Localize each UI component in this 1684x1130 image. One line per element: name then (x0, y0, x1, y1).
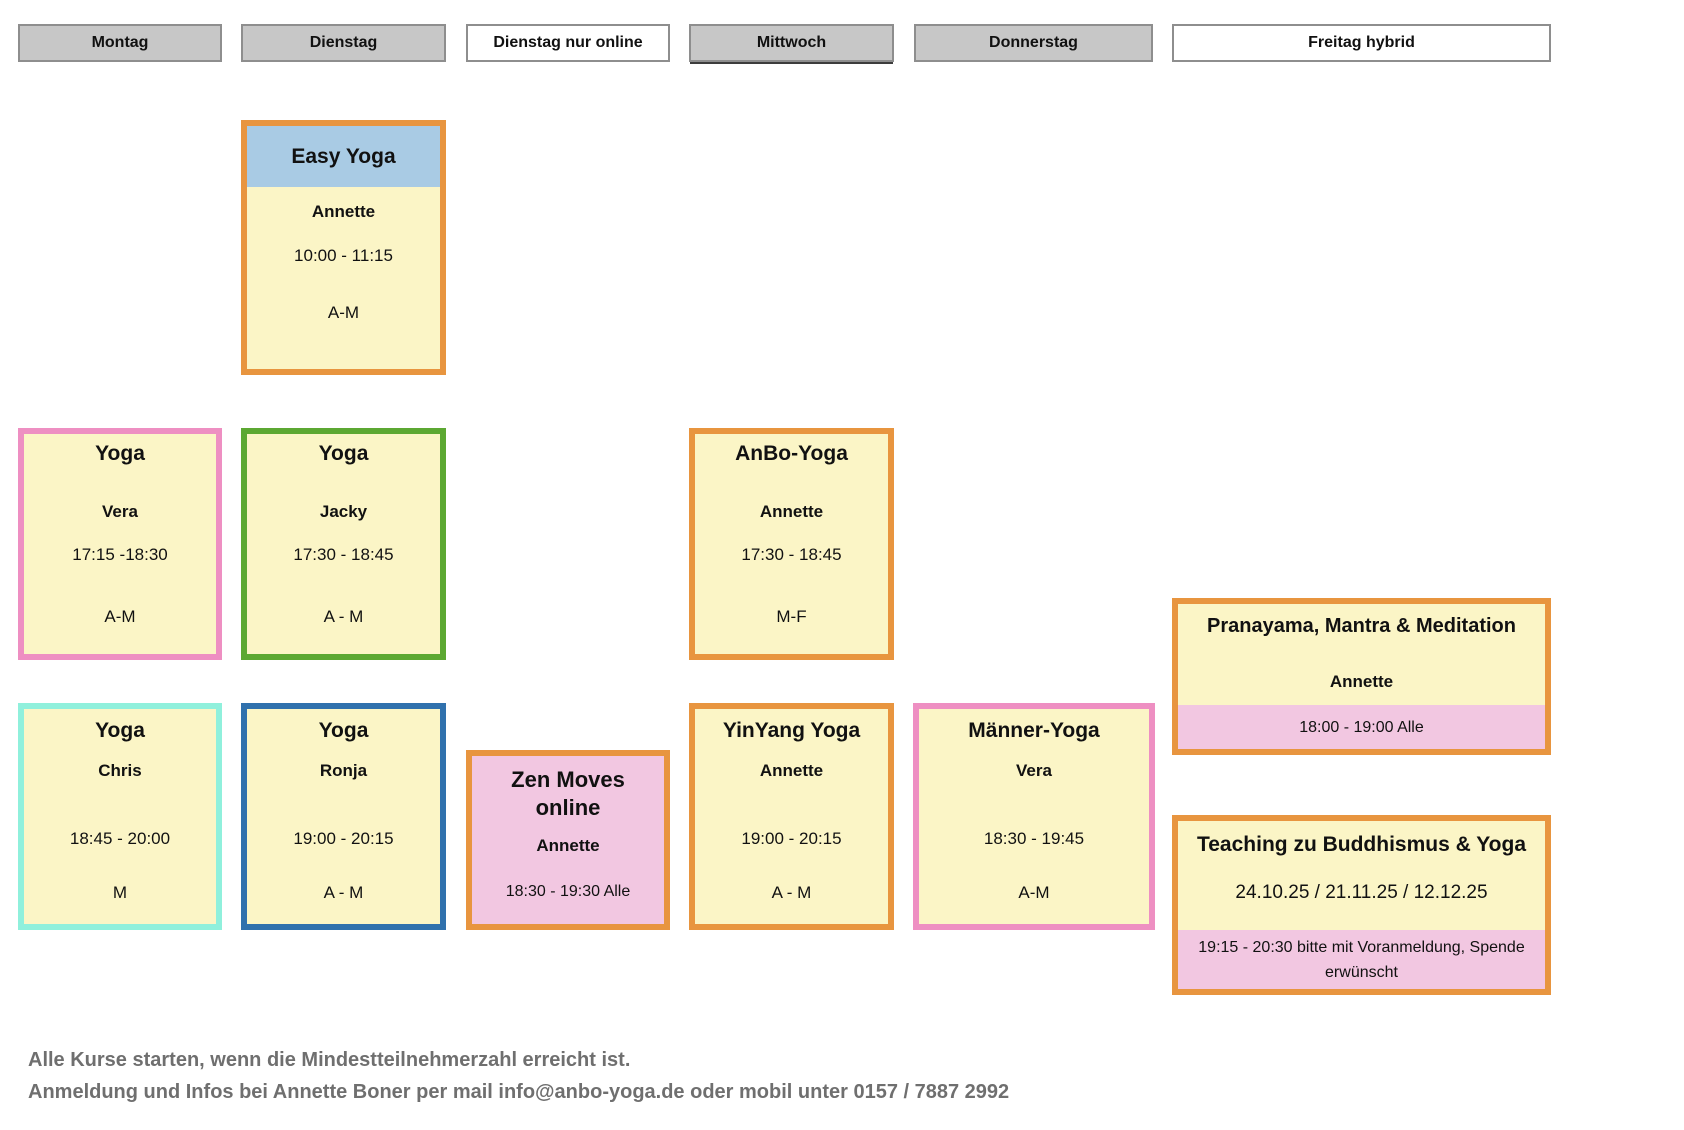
course-card-yoga-jacky: Yoga Jacky 17:30 - 18:45 A - M (241, 428, 446, 660)
course-title: Yoga (318, 719, 369, 742)
course-dates: 24.10.25 / 21.11.25 / 12.12.25 (1235, 882, 1488, 903)
footer-note-min-participants: Alle Kurse starten, wenn die Mindestteil… (28, 1049, 631, 1071)
course-title: Yoga (318, 442, 369, 465)
day-header-dienstag[interactable]: Dienstag (241, 24, 446, 62)
course-card-teaching: Teaching zu Buddhismus & Yoga 24.10.25 /… (1172, 815, 1551, 995)
course-teacher: Annette (759, 502, 824, 521)
course-time: 18:30 - 19:30 Alle (505, 883, 631, 900)
course-time: 19:00 - 20:15 (293, 829, 394, 848)
course-title: Easy Yoga (291, 144, 396, 168)
course-teacher: Ronja (319, 761, 368, 780)
course-group: A - M (323, 883, 364, 902)
course-teacher: Jacky (319, 502, 368, 521)
course-teacher: Annette (759, 761, 824, 780)
course-group: A - M (771, 883, 812, 902)
course-time-strip: 19:15 - 20:30 bitte mit Voranmeldung, Sp… (1178, 930, 1545, 989)
course-card-zen-moves: Zen Moves online Annette 18:30 - 19:30 A… (466, 750, 670, 930)
course-body: Pranayama, Mantra & Meditation Annette (1178, 604, 1545, 705)
course-title: AnBo-Yoga (735, 442, 848, 465)
course-time-strip: 18:00 - 19:00 Alle (1178, 705, 1545, 749)
course-card-easy-yoga: Easy Yoga Annette 10:00 - 11:15 A-M (241, 120, 446, 375)
course-time: 17:15 -18:30 (72, 545, 168, 564)
course-body: Teaching zu Buddhismus & Yoga 24.10.25 /… (1178, 821, 1545, 930)
course-group: A - M (323, 607, 364, 626)
course-title: Teaching zu Buddhismus & Yoga (1196, 833, 1527, 856)
course-title: Yoga (95, 719, 145, 742)
course-teacher: Vera (102, 502, 138, 521)
course-note: 19:15 - 20:30 bitte mit Voranmeldung, Sp… (1198, 938, 1525, 981)
course-group: A-M (104, 607, 136, 626)
course-time: 19:00 - 20:15 (741, 829, 842, 848)
course-title: YinYang Yoga (722, 719, 861, 742)
course-teacher: Chris (98, 761, 142, 780)
day-header-mittwoch[interactable]: Mittwoch (689, 24, 894, 62)
course-group: M (112, 883, 128, 902)
course-card-pranayama: Pranayama, Mantra & Meditation Annette 1… (1172, 598, 1551, 755)
course-time: 18:00 - 19:00 Alle (1299, 718, 1424, 736)
course-card-yoga-ronja: Yoga Ronja 19:00 - 20:15 A - M (241, 703, 446, 930)
day-header-freitag-hybrid[interactable]: Freitag hybrid (1172, 24, 1551, 62)
day-header-montag[interactable]: Montag (18, 24, 222, 62)
course-time: 18:30 - 19:45 (983, 829, 1085, 848)
course-time: 18:45 - 20:00 (69, 829, 171, 848)
course-group: A-M (327, 303, 360, 322)
course-group: M-F (776, 607, 807, 626)
course-card-yoga-vera: Yoga Vera 17:15 -18:30 A-M (18, 428, 222, 660)
course-title: Zen Moves online (511, 767, 625, 820)
course-teacher: Annette (311, 202, 376, 221)
course-title-band: Easy Yoga (247, 126, 440, 187)
course-teacher: Annette (536, 836, 600, 855)
course-teacher: Annette (1329, 672, 1394, 691)
course-time: 17:30 - 18:45 (741, 545, 842, 564)
footer-note-contact: Anmeldung und Infos bei Annette Boner pe… (28, 1081, 1010, 1103)
course-card-anbo-yoga: AnBo-Yoga Annette 17:30 - 18:45 M-F (689, 428, 894, 660)
course-body: Annette 10:00 - 11:15 A-M (247, 200, 440, 325)
day-header-dienstag-online[interactable]: Dienstag nur online (466, 24, 670, 62)
course-card-yinyang-yoga: YinYang Yoga Annette 19:00 - 20:15 A - M (689, 703, 894, 930)
course-group: A-M (1018, 883, 1050, 902)
course-teacher: Vera (1016, 761, 1052, 780)
course-time: 10:00 - 11:15 (294, 246, 393, 265)
course-card-maenner-yoga: Männer-Yoga Vera 18:30 - 19:45 A-M (913, 703, 1155, 930)
course-title: Yoga (95, 442, 145, 465)
course-time: 17:30 - 18:45 (293, 545, 394, 564)
course-title: Pranayama, Mantra & Meditation (1207, 615, 1516, 637)
course-title: Männer-Yoga (968, 719, 1100, 742)
course-card-yoga-chris: Yoga Chris 18:45 - 20:00 M (18, 703, 222, 930)
day-header-donnerstag[interactable]: Donnerstag (914, 24, 1153, 62)
